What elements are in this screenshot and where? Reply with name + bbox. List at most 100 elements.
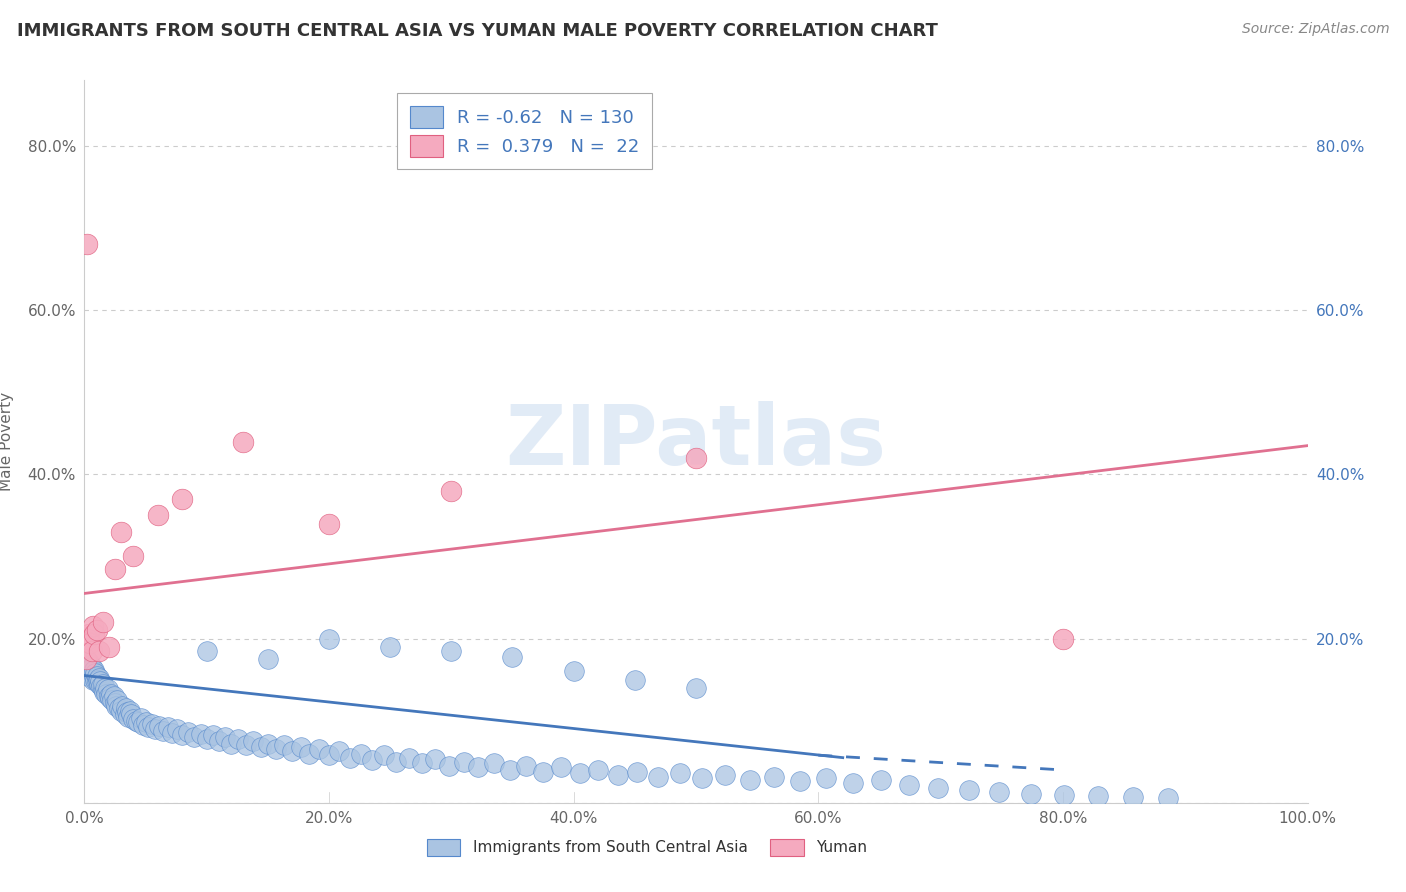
Point xyxy=(281,744,304,758)
Point xyxy=(122,712,145,726)
Point xyxy=(437,759,460,773)
Point xyxy=(235,739,257,753)
Point xyxy=(91,615,114,630)
Point xyxy=(97,689,120,703)
Point xyxy=(195,644,218,658)
Point xyxy=(1053,788,1076,802)
Point xyxy=(91,677,114,691)
Point xyxy=(104,562,127,576)
Point xyxy=(75,660,97,674)
Point xyxy=(77,632,100,646)
Point xyxy=(104,696,127,710)
Point xyxy=(988,785,1011,799)
Point xyxy=(685,450,707,465)
Point xyxy=(83,627,105,641)
Point xyxy=(76,657,98,671)
Point xyxy=(1019,787,1042,801)
Point xyxy=(84,673,107,687)
Point xyxy=(482,756,505,771)
Point xyxy=(93,685,115,699)
Point xyxy=(87,671,110,685)
Point xyxy=(105,698,128,713)
Point xyxy=(103,689,125,703)
Point xyxy=(101,693,124,707)
Point xyxy=(339,750,361,764)
Point xyxy=(789,774,811,789)
Point xyxy=(110,524,132,539)
Point xyxy=(79,657,101,672)
Point xyxy=(208,734,231,748)
Point xyxy=(177,725,200,739)
Point xyxy=(152,723,174,738)
Point xyxy=(242,734,264,748)
Point xyxy=(100,687,122,701)
Text: ZIPatlas: ZIPatlas xyxy=(506,401,886,482)
Point xyxy=(440,644,463,658)
Point xyxy=(257,652,280,666)
Point xyxy=(125,714,148,728)
Point xyxy=(86,624,108,638)
Point xyxy=(129,711,152,725)
Point xyxy=(586,763,609,777)
Point xyxy=(75,652,97,666)
Point xyxy=(105,693,128,707)
Point xyxy=(84,666,107,681)
Point xyxy=(690,771,713,785)
Point xyxy=(77,627,100,641)
Point xyxy=(219,737,242,751)
Point xyxy=(195,731,218,746)
Point xyxy=(897,778,920,792)
Point xyxy=(228,731,250,746)
Point xyxy=(380,640,402,654)
Point xyxy=(669,766,692,780)
Point xyxy=(249,739,271,754)
Point xyxy=(298,747,321,761)
Point xyxy=(350,747,373,761)
Point xyxy=(328,744,350,758)
Point xyxy=(97,682,120,697)
Point xyxy=(515,759,537,773)
Point xyxy=(115,701,138,715)
Point xyxy=(89,674,111,689)
Point xyxy=(127,715,149,730)
Point xyxy=(122,549,145,564)
Point xyxy=(763,770,786,784)
Point xyxy=(172,491,194,506)
Point xyxy=(1052,632,1074,646)
Point xyxy=(82,665,104,679)
Point xyxy=(80,668,103,682)
Point xyxy=(114,707,136,722)
Point xyxy=(87,644,110,658)
Text: Source: ZipAtlas.com: Source: ZipAtlas.com xyxy=(1241,22,1389,37)
Point xyxy=(411,756,433,771)
Point xyxy=(79,636,101,650)
Point xyxy=(96,687,118,701)
Point xyxy=(440,483,463,498)
Point xyxy=(120,707,142,722)
Point xyxy=(86,668,108,682)
Point xyxy=(562,665,585,679)
Y-axis label: Male Poverty: Male Poverty xyxy=(0,392,14,491)
Point xyxy=(107,701,129,715)
Point xyxy=(257,737,280,751)
Point xyxy=(425,752,447,766)
Point xyxy=(94,681,117,695)
Point xyxy=(83,663,105,677)
Point xyxy=(318,748,340,763)
Point xyxy=(290,739,312,754)
Point xyxy=(318,516,340,531)
Point xyxy=(273,739,295,753)
Point xyxy=(360,753,382,767)
Point xyxy=(162,726,184,740)
Text: IMMIGRANTS FROM SOUTH CENTRAL ASIA VS YUMAN MALE POVERTY CORRELATION CHART: IMMIGRANTS FROM SOUTH CENTRAL ASIA VS YU… xyxy=(17,22,938,40)
Point xyxy=(172,729,194,743)
Point xyxy=(308,742,330,756)
Point xyxy=(97,640,120,654)
Point xyxy=(82,619,104,633)
Point xyxy=(201,729,224,743)
Point xyxy=(869,772,891,787)
Point xyxy=(550,760,572,774)
Point xyxy=(79,665,101,679)
Point xyxy=(453,755,475,769)
Point xyxy=(111,698,134,713)
